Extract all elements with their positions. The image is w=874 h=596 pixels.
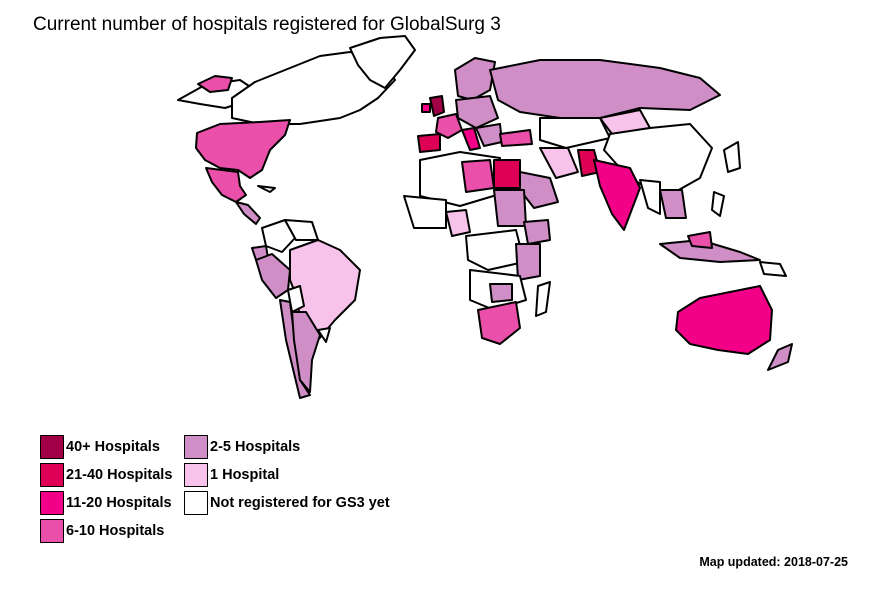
- legend-swatch: [184, 463, 208, 487]
- legend-label: 1 Hospital: [210, 467, 280, 483]
- region-sudan: [493, 189, 527, 227]
- region-ethiopia: [523, 219, 551, 245]
- region-new-zealand: [767, 343, 793, 371]
- legend-swatch: [40, 435, 64, 459]
- legend-label: 21-40 Hospitals: [66, 467, 173, 483]
- map-updated-note: Map updated: 2018-07-25: [699, 555, 848, 569]
- region-libya: [461, 159, 495, 193]
- region-india: [593, 159, 641, 231]
- region-east-africa: [515, 243, 541, 281]
- region-usa: [195, 119, 291, 179]
- region-egypt: [493, 159, 521, 189]
- region-uruguay: [317, 327, 331, 343]
- legend-2-5: 2-5 Hospitals: [184, 435, 300, 459]
- region-central-america: [235, 201, 261, 225]
- region-peru: [255, 253, 291, 299]
- region-turkey: [499, 129, 533, 147]
- region-scandinavia: [454, 57, 496, 101]
- region-china: [603, 123, 713, 197]
- region-png: [759, 261, 787, 277]
- region-japan: [723, 141, 741, 173]
- legend-1: 1 Hospital: [184, 463, 279, 487]
- legend-swatch: [184, 491, 208, 515]
- region-russia: [489, 59, 721, 119]
- region-central-africa: [465, 229, 525, 271]
- region-zambia: [489, 283, 513, 303]
- region-balkans: [475, 123, 503, 147]
- region-uk: [429, 95, 445, 117]
- region-south-africa: [477, 301, 521, 345]
- legend-40plus: 40+ Hospitals: [40, 435, 160, 459]
- legend-not-registered: Not registered for GS3 yet: [184, 491, 390, 515]
- region-iran: [539, 147, 579, 179]
- legend-11-20: 11-20 Hospitals: [40, 491, 172, 515]
- legend-swatch: [40, 519, 64, 543]
- region-kazakhstan: [539, 117, 611, 149]
- region-spain: [417, 133, 441, 153]
- legend-swatch: [40, 491, 64, 515]
- region-australia: [675, 285, 773, 355]
- region-argentina: [291, 311, 321, 393]
- legend-label: 40+ Hospitals: [66, 439, 160, 455]
- region-greenland: [349, 35, 416, 89]
- region-myanmar: [639, 179, 661, 215]
- region-malaysia: [687, 231, 713, 249]
- legend-swatch: [184, 435, 208, 459]
- legend-6-10: 6-10 Hospitals: [40, 519, 164, 543]
- region-se-asia: [659, 189, 687, 219]
- map-title: Current number of hospitals registered f…: [33, 14, 501, 35]
- region-madagascar: [535, 281, 551, 317]
- region-italy: [461, 127, 481, 151]
- region-cuba: [257, 185, 276, 193]
- region-france: [435, 113, 463, 139]
- region-philippines: [711, 191, 725, 217]
- legend-label: Not registered for GS3 yet: [210, 495, 390, 511]
- region-alaska-top: [197, 75, 233, 93]
- region-mexico: [205, 167, 247, 203]
- legend-label: 11-20 Hospitals: [66, 495, 172, 511]
- region-ireland: [421, 103, 431, 113]
- region-west-africa: [403, 195, 447, 229]
- region-nigeria: [445, 209, 471, 237]
- region-central-europe: [455, 95, 499, 129]
- legend-label: 6-10 Hospitals: [66, 523, 165, 539]
- legend-21-40: 21-40 Hospitals: [40, 463, 172, 487]
- legend-label: 2-5 Hospitals: [210, 439, 301, 455]
- legend-swatch: [40, 463, 64, 487]
- region-colombia: [261, 219, 296, 253]
